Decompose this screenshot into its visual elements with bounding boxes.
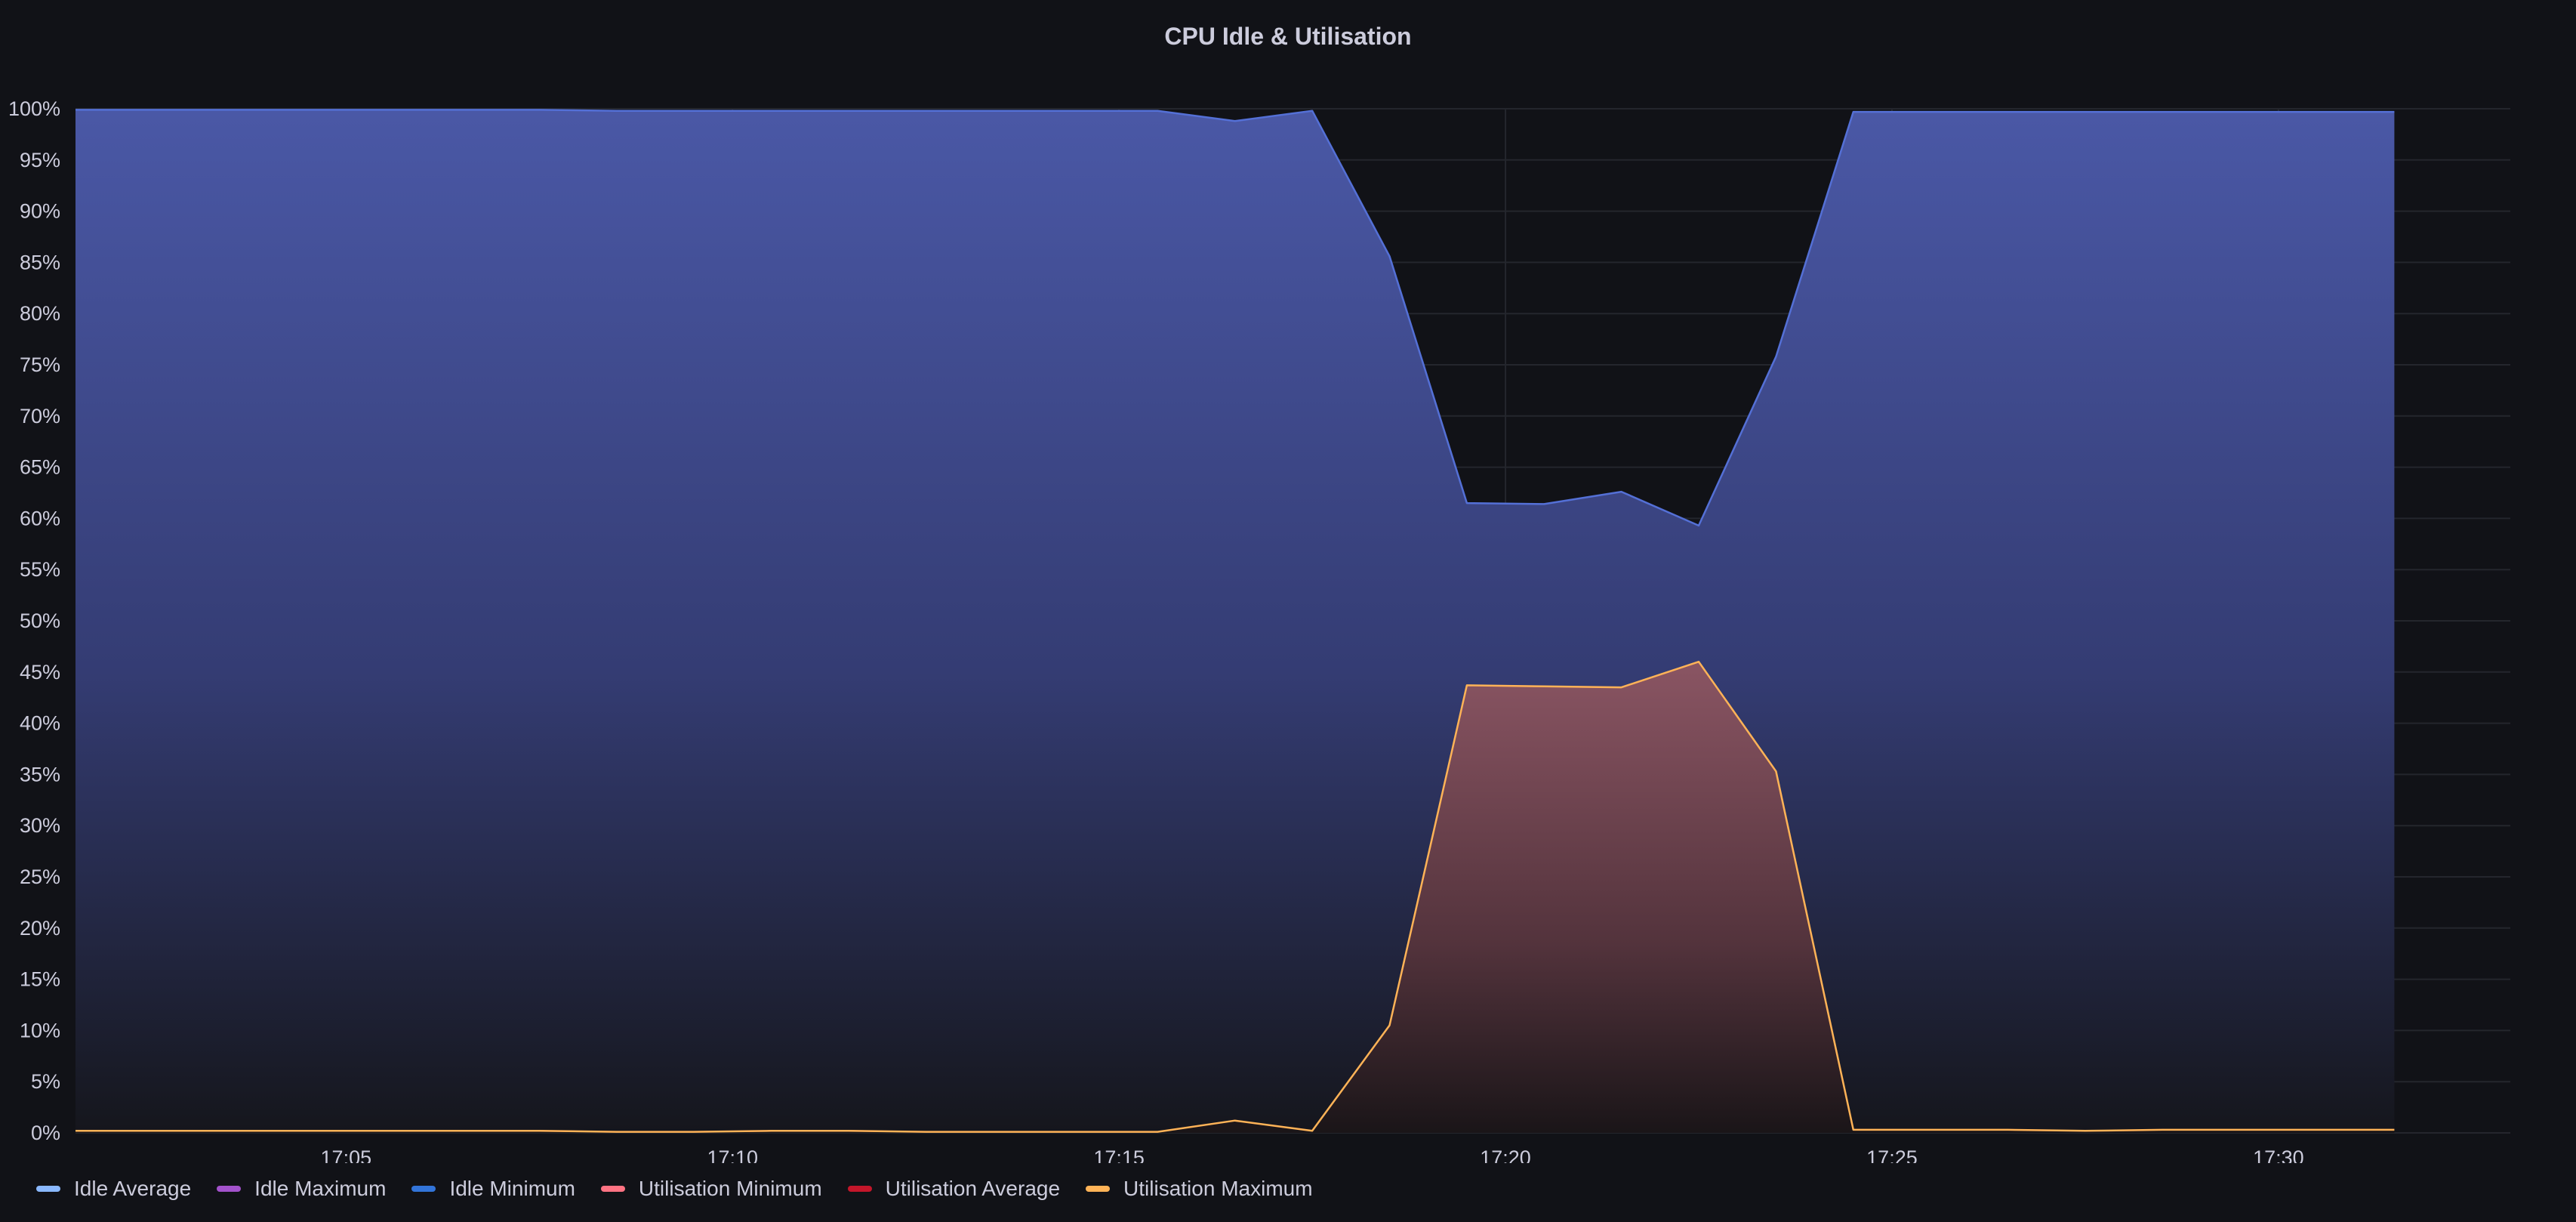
legend-item-utilisation-maximum[interactable]: Utilisation Maximum <box>1086 1177 1313 1201</box>
y-axis-ticks: 0% 5% 10% 15% 20% 25% 30% 35% 40% 45% 50% 55% 60% 65%… <box>8 97 60 1144</box>
series-line-idle-minimum <box>75 109 2395 527</box>
y-tick-label: 20% <box>20 917 60 940</box>
y-tick-label: 90% <box>20 200 60 223</box>
legend-item-utilisation-minimum[interactable]: Utilisation Minimum <box>600 1177 822 1201</box>
y-tick-label: 95% <box>20 149 60 171</box>
y-tick-label: 15% <box>20 968 60 991</box>
y-tick-label: 25% <box>20 866 60 888</box>
y-tick-label: 60% <box>20 507 60 529</box>
legend-swatch <box>217 1186 242 1192</box>
y-tick-label: 5% <box>31 1070 60 1093</box>
legend-item-idle-maximum[interactable]: Idle Maximum <box>217 1177 386 1201</box>
legend-label: Utilisation Average <box>885 1177 1061 1200</box>
y-tick-label: 55% <box>20 558 60 581</box>
y-tick-label: 100% <box>8 97 60 120</box>
y-tick-label: 10% <box>20 1019 60 1041</box>
y-tick-label: 65% <box>20 456 60 479</box>
x-tick-label: 17:20 <box>1480 1146 1531 1163</box>
x-tick-label: 17:25 <box>1866 1146 1918 1163</box>
legend-label: Utilisation Minimum <box>638 1177 822 1200</box>
series-area-idle-minimum <box>75 110 2395 1133</box>
y-tick-label: 85% <box>20 251 60 273</box>
y-tick-label: 35% <box>20 763 60 785</box>
y-tick-label: 30% <box>20 814 60 837</box>
legend-swatch <box>847 1186 872 1192</box>
series-layer <box>75 109 2395 1133</box>
legend-label: Idle Maximum <box>254 1177 387 1200</box>
x-axis-ticks: 17:05 17:10 17:15 17:20 17:25 17:30 <box>321 1146 2304 1163</box>
y-tick-label: 50% <box>20 609 60 632</box>
legend-label: Utilisation Maximum <box>1123 1177 1313 1200</box>
y-tick-label: 70% <box>20 405 60 427</box>
chart-plot: 0% 5% 10% 15% 20% 25% 30% 35% 40% 45% 50% 55% 60% 65%… <box>8 97 2510 1163</box>
legend: Idle Average Idle Maximum Idle Minimum U… <box>36 1177 1339 1201</box>
legend-swatch <box>411 1186 436 1192</box>
x-tick-label: 17:05 <box>321 1146 372 1163</box>
y-tick-label: 75% <box>20 353 60 376</box>
legend-label: Idle Average <box>74 1177 192 1200</box>
legend-swatch <box>1086 1186 1111 1192</box>
y-tick-label: 45% <box>20 661 60 684</box>
series-area-utilisation-maximum <box>75 662 2395 1133</box>
legend-item-idle-average[interactable]: Idle Average <box>36 1177 191 1201</box>
y-tick-label: 0% <box>31 1122 60 1144</box>
legend-item-idle-minimum[interactable]: Idle Minimum <box>411 1177 575 1201</box>
x-tick-label: 17:30 <box>2253 1146 2304 1163</box>
legend-label: Idle Minimum <box>449 1177 575 1200</box>
y-tick-label: 80% <box>20 302 60 325</box>
x-tick-label: 17:15 <box>1093 1146 1145 1163</box>
x-tick-label: 17:10 <box>707 1146 758 1163</box>
panel-title: CPU Idle & Utilisation <box>1164 23 1412 50</box>
y-tick-label: 40% <box>20 712 60 735</box>
series-line-utilisation-maximum <box>75 660 2395 1133</box>
legend-item-utilisation-average[interactable]: Utilisation Average <box>847 1177 1061 1201</box>
legend-swatch <box>600 1186 625 1192</box>
legend-swatch <box>36 1186 60 1192</box>
